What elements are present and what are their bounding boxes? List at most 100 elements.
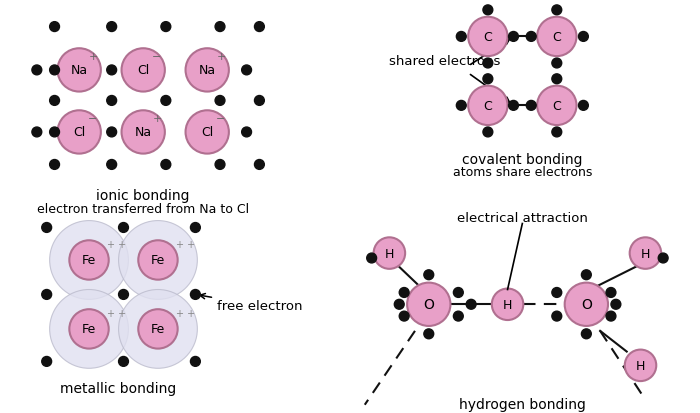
Circle shape <box>454 311 463 321</box>
Text: −: − <box>88 114 98 124</box>
Circle shape <box>394 300 404 309</box>
Circle shape <box>537 86 577 126</box>
Circle shape <box>407 283 450 326</box>
Circle shape <box>552 128 561 138</box>
Circle shape <box>42 290 52 300</box>
Circle shape <box>606 311 616 321</box>
Circle shape <box>241 66 251 76</box>
Text: electrical attraction: electrical attraction <box>457 211 588 224</box>
Circle shape <box>552 6 561 16</box>
Circle shape <box>69 241 108 280</box>
Text: covalent bonding: covalent bonding <box>462 152 582 166</box>
Circle shape <box>508 101 519 111</box>
Circle shape <box>107 23 117 32</box>
Text: metallic bonding: metallic bonding <box>60 381 176 395</box>
Circle shape <box>606 288 616 298</box>
Circle shape <box>630 238 662 269</box>
Text: Na: Na <box>71 64 88 77</box>
Text: ionic bonding: ionic bonding <box>97 189 190 203</box>
Text: +: + <box>153 114 162 124</box>
Circle shape <box>468 86 508 126</box>
Circle shape <box>215 96 225 106</box>
Text: O: O <box>424 297 434 311</box>
Circle shape <box>399 288 409 298</box>
Circle shape <box>107 128 117 138</box>
Text: −: − <box>153 52 162 62</box>
Text: Cl: Cl <box>73 126 85 139</box>
Circle shape <box>552 59 561 69</box>
Text: Cl: Cl <box>137 64 149 77</box>
Text: Na: Na <box>134 126 152 139</box>
Text: hydrogen bonding: hydrogen bonding <box>459 397 586 411</box>
Circle shape <box>190 356 200 366</box>
Circle shape <box>367 254 377 263</box>
Circle shape <box>565 283 608 326</box>
Circle shape <box>107 96 117 106</box>
Circle shape <box>190 223 200 233</box>
Circle shape <box>118 223 128 233</box>
Circle shape <box>625 350 657 381</box>
Circle shape <box>611 300 621 309</box>
Circle shape <box>255 23 265 32</box>
Circle shape <box>374 238 405 269</box>
Circle shape <box>50 290 128 368</box>
Circle shape <box>483 75 493 85</box>
Text: + +: + + <box>176 240 195 249</box>
Circle shape <box>190 290 200 300</box>
Circle shape <box>454 288 463 298</box>
Circle shape <box>215 23 225 32</box>
Text: C: C <box>552 31 561 44</box>
Circle shape <box>526 32 536 42</box>
Circle shape <box>255 96 265 106</box>
Circle shape <box>50 66 60 76</box>
Circle shape <box>552 75 561 85</box>
Circle shape <box>122 49 165 93</box>
Circle shape <box>50 23 60 32</box>
Circle shape <box>57 111 101 154</box>
Text: Fe: Fe <box>150 323 165 336</box>
Circle shape <box>107 160 117 170</box>
Circle shape <box>552 288 561 298</box>
Circle shape <box>578 101 588 111</box>
Text: + +: + + <box>107 240 126 249</box>
Text: Na: Na <box>199 64 216 77</box>
Circle shape <box>552 311 561 321</box>
Text: Fe: Fe <box>82 323 96 336</box>
Circle shape <box>399 311 409 321</box>
Text: +: + <box>88 52 98 62</box>
Circle shape <box>483 6 493 16</box>
Circle shape <box>50 221 128 300</box>
Circle shape <box>57 49 101 93</box>
Circle shape <box>161 96 171 106</box>
Circle shape <box>122 111 165 154</box>
Text: C: C <box>484 31 492 44</box>
Text: atoms share electrons: atoms share electrons <box>453 166 592 179</box>
Text: C: C <box>484 100 492 113</box>
Circle shape <box>508 32 519 42</box>
Circle shape <box>118 290 128 300</box>
Circle shape <box>161 160 171 170</box>
Circle shape <box>139 309 178 349</box>
Circle shape <box>241 128 251 138</box>
Circle shape <box>32 66 42 76</box>
Circle shape <box>658 254 668 263</box>
Text: H: H <box>636 359 645 372</box>
Circle shape <box>50 96 60 106</box>
Circle shape <box>161 23 171 32</box>
Circle shape <box>118 221 197 300</box>
Circle shape <box>483 128 493 138</box>
Circle shape <box>42 223 52 233</box>
Text: Fe: Fe <box>150 254 165 267</box>
Circle shape <box>139 241 178 280</box>
Text: Fe: Fe <box>82 254 96 267</box>
Circle shape <box>468 18 508 57</box>
Circle shape <box>582 270 591 280</box>
Circle shape <box>483 59 493 69</box>
Circle shape <box>456 32 466 42</box>
Text: C: C <box>552 100 561 113</box>
Text: O: O <box>581 297 592 311</box>
Circle shape <box>492 289 524 320</box>
Text: free electron: free electron <box>199 294 302 313</box>
Circle shape <box>578 32 588 42</box>
Circle shape <box>118 290 197 368</box>
